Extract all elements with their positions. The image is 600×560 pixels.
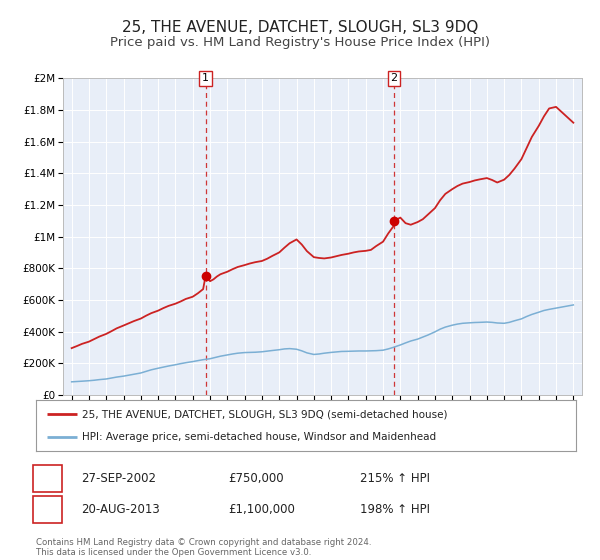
Text: Contains HM Land Registry data © Crown copyright and database right 2024.: Contains HM Land Registry data © Crown c… xyxy=(36,538,371,547)
Text: 20-AUG-2013: 20-AUG-2013 xyxy=(81,503,160,516)
Text: 1: 1 xyxy=(44,472,51,486)
Text: 198% ↑ HPI: 198% ↑ HPI xyxy=(360,503,430,516)
Text: 1: 1 xyxy=(202,73,209,83)
Text: £1,100,000: £1,100,000 xyxy=(228,503,295,516)
Text: 25, THE AVENUE, DATCHET, SLOUGH, SL3 9DQ (semi-detached house): 25, THE AVENUE, DATCHET, SLOUGH, SL3 9DQ… xyxy=(82,409,448,419)
Text: 2: 2 xyxy=(391,73,398,83)
Text: This data is licensed under the Open Government Licence v3.0.: This data is licensed under the Open Gov… xyxy=(36,548,311,557)
Text: Price paid vs. HM Land Registry's House Price Index (HPI): Price paid vs. HM Land Registry's House … xyxy=(110,36,490,49)
Text: 25, THE AVENUE, DATCHET, SLOUGH, SL3 9DQ: 25, THE AVENUE, DATCHET, SLOUGH, SL3 9DQ xyxy=(122,20,478,35)
Text: £750,000: £750,000 xyxy=(228,472,284,486)
Text: 215% ↑ HPI: 215% ↑ HPI xyxy=(360,472,430,486)
Text: 2: 2 xyxy=(44,503,51,516)
Text: HPI: Average price, semi-detached house, Windsor and Maidenhead: HPI: Average price, semi-detached house,… xyxy=(82,432,436,442)
Text: 27-SEP-2002: 27-SEP-2002 xyxy=(81,472,156,486)
